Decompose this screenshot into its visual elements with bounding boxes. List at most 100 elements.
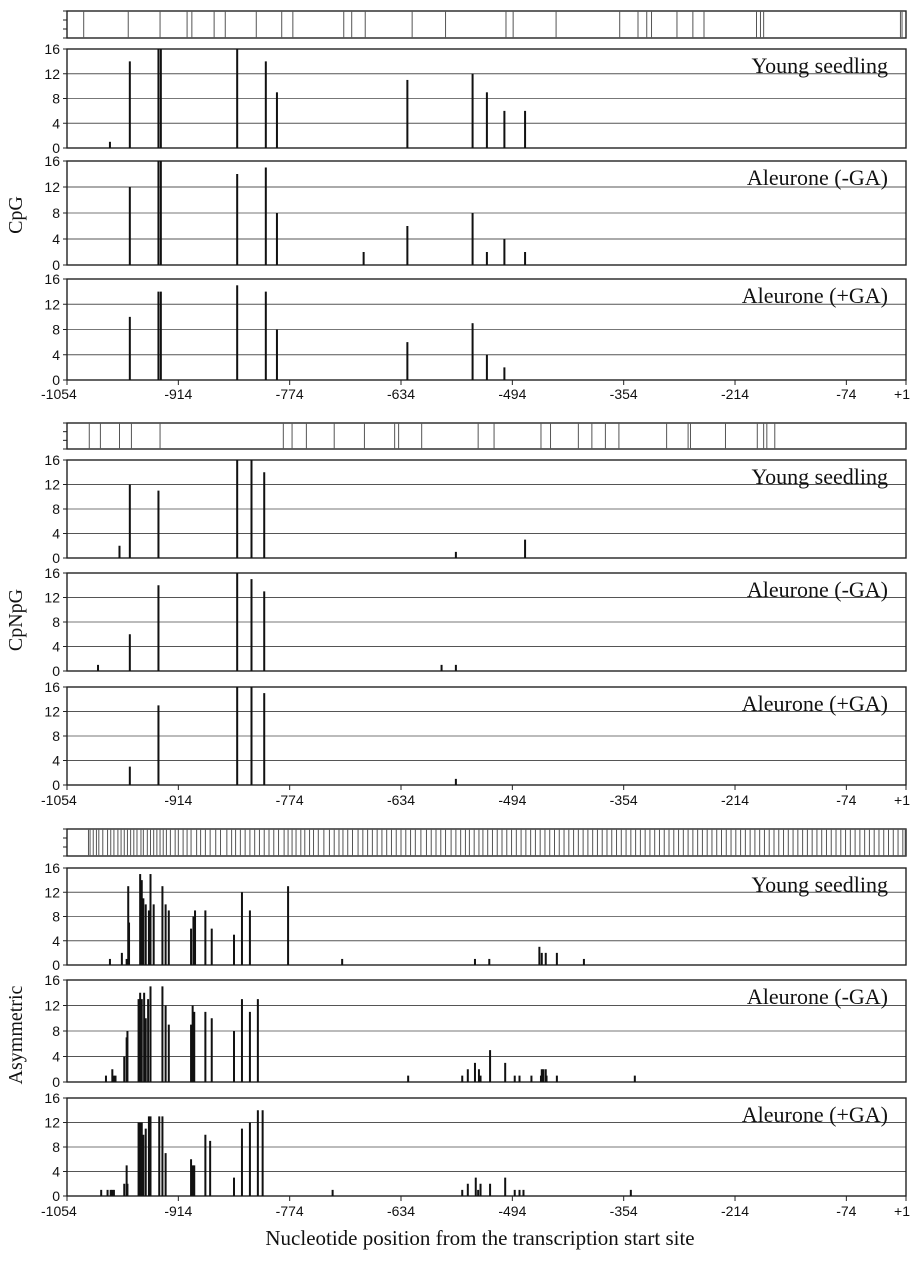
- bar: [104, 1075, 107, 1082]
- y-tick-label: 4: [52, 231, 60, 247]
- bar: [629, 1189, 632, 1196]
- bar: [362, 252, 365, 265]
- bar: [157, 161, 160, 265]
- bar: [530, 1075, 533, 1082]
- bar: [263, 472, 266, 558]
- bar: [473, 1062, 476, 1082]
- bar: [210, 928, 213, 965]
- bar: [157, 705, 160, 785]
- bar: [152, 904, 155, 965]
- bar: [158, 1116, 161, 1196]
- panel: 0 4 8 12 16 Aleurone (+GA): [44, 271, 907, 388]
- bar: [582, 958, 585, 965]
- x-tick-label: -214: [721, 1203, 749, 1219]
- bar: [194, 910, 197, 965]
- x-tick-label: -354: [610, 1203, 638, 1219]
- bar: [503, 239, 506, 265]
- y-tick-label: 12: [44, 590, 60, 606]
- bar: [128, 316, 131, 380]
- y-tick-label: 4: [52, 639, 60, 655]
- bar: [191, 1005, 194, 1082]
- bar: [236, 285, 239, 380]
- bar: [126, 1183, 129, 1196]
- bar: [161, 886, 164, 965]
- bar: [513, 1189, 516, 1196]
- bar: [204, 1011, 207, 1082]
- y-tick-label: 4: [52, 115, 60, 131]
- x-tick-label: -914: [164, 386, 192, 402]
- x-tick-label: -214: [721, 792, 749, 808]
- y-tick-label: 8: [52, 501, 60, 517]
- bar: [149, 1116, 152, 1196]
- bar: [542, 1069, 545, 1082]
- bar: [167, 910, 170, 965]
- bar: [140, 880, 143, 965]
- x-tick-label: +1: [894, 792, 910, 808]
- chart-group-asymmetric: Asymmetric 0 4 8 12 16 Young seedling 0 4 8 12 16 Al…: [5, 828, 910, 1219]
- bar: [161, 1116, 164, 1196]
- bar: [233, 1031, 236, 1082]
- group-label: CpNpG: [5, 589, 27, 651]
- panel-title: Aleurone (-GA): [747, 984, 888, 1009]
- y-tick-label: 12: [44, 998, 60, 1014]
- bar: [250, 460, 253, 558]
- y-tick-label: 0: [52, 140, 60, 156]
- bar: [204, 1134, 207, 1196]
- bar: [466, 1069, 469, 1082]
- bar: [139, 874, 142, 965]
- panel-title: Young seedling: [751, 464, 888, 489]
- x-tick-label: -1054: [41, 1203, 77, 1219]
- panel: 0 4 8 12 16 Aleurone (+GA): [44, 679, 907, 793]
- x-axis: -1054 -914 -774 -634 -494 -354 -214 -74 +1: [41, 785, 910, 808]
- panel-title: Aleurone (+GA): [742, 1102, 888, 1127]
- bar: [406, 226, 409, 265]
- bar: [204, 910, 207, 965]
- bar: [108, 958, 111, 965]
- bar: [261, 1110, 264, 1196]
- bar: [157, 490, 160, 558]
- bar: [123, 1183, 126, 1196]
- bar: [128, 187, 131, 265]
- panel: 0 4 8 12 16 Young seedling: [44, 860, 907, 973]
- bar: [161, 986, 164, 1082]
- bar: [479, 1075, 482, 1082]
- y-tick-label: 12: [44, 884, 60, 900]
- y-tick-label: 12: [44, 1115, 60, 1131]
- bar: [139, 1122, 142, 1196]
- x-tick-label: -1054: [41, 386, 77, 402]
- bar: [240, 892, 243, 965]
- bar: [147, 999, 150, 1082]
- y-tick-label: 16: [44, 679, 60, 695]
- site-strip-frame: [66, 422, 907, 450]
- bar: [540, 1069, 543, 1082]
- panel-frame: [66, 1097, 907, 1197]
- bar: [264, 167, 267, 265]
- bar: [263, 591, 266, 671]
- panel: 0 4 8 12 16 Aleurone (-GA): [44, 972, 907, 1090]
- bar: [128, 61, 131, 148]
- y-tick-label: 0: [52, 1074, 60, 1090]
- bar: [236, 460, 239, 558]
- bar: [473, 958, 476, 965]
- bar: [139, 992, 142, 1082]
- bar: [489, 1050, 492, 1082]
- bar: [555, 952, 558, 965]
- x-tick-label: -774: [276, 386, 304, 402]
- site-strip: [63, 10, 907, 39]
- site-strip-frame: [66, 10, 907, 39]
- bar: [137, 1122, 140, 1196]
- bar: [256, 1110, 259, 1196]
- x-tick-label: -914: [164, 1203, 192, 1219]
- panel: 0 4 8 12 16 Young seedling: [44, 41, 907, 156]
- bar: [488, 958, 491, 965]
- y-tick-label: 12: [44, 296, 60, 312]
- x-tick-label: -914: [164, 792, 192, 808]
- bar: [193, 1011, 196, 1082]
- y-tick-label: 8: [52, 322, 60, 338]
- x-axis: -1054 -914 -774 -634 -494 -354 -214 -74 +1: [41, 380, 910, 402]
- panel-frame: [66, 572, 907, 672]
- y-tick-label: 8: [52, 205, 60, 221]
- bar: [144, 1018, 147, 1082]
- panel-title: Aleurone (-GA): [747, 165, 888, 190]
- bar: [248, 1011, 251, 1082]
